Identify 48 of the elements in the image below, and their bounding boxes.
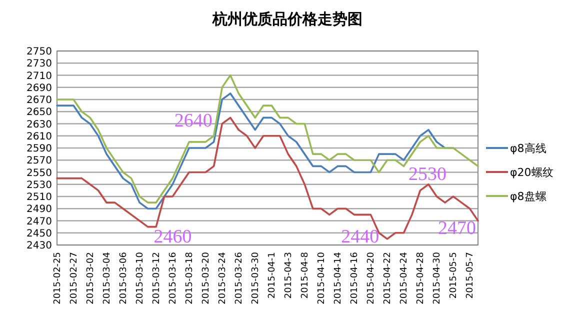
x-tick-label: 2015-04-30 <box>432 252 443 304</box>
y-tick-label: 2510 <box>26 192 52 203</box>
y-tick-label: 2630 <box>26 119 52 130</box>
y-tick-label: 2550 <box>26 168 52 179</box>
y-tick-label: 2650 <box>26 107 52 118</box>
x-tick-label: 2015-02-27 <box>70 252 80 304</box>
x-tick-label: 2015-03-18 <box>185 252 196 304</box>
x-tick-label: 2015-05-7 <box>466 252 476 299</box>
y-tick-label: 2470 <box>26 216 52 228</box>
y-tick-label: 2710 <box>26 70 52 82</box>
legend-label: φ20螺纹 <box>510 166 554 179</box>
x-tick-label: 2015-03-02 <box>86 252 96 304</box>
x-tick-label: 2015-03-04 <box>102 252 113 304</box>
y-tick-label: 2590 <box>26 144 52 154</box>
y-tick-label: 2670 <box>26 95 52 106</box>
x-tick-label: 2015-03-10 <box>136 252 146 304</box>
x-tick-label: 2015-04-10 <box>317 252 328 304</box>
x-tick-label: 2015-03-06 <box>119 252 130 304</box>
x-tick-label: 2015-03-20 <box>202 252 212 304</box>
y-tick-label: 2450 <box>26 228 52 240</box>
x-tick-label: 2015-03-16 <box>168 252 179 304</box>
x-tick-label: 2015-05-5 <box>449 252 460 299</box>
x-tick-label: 2015-03-24 <box>218 252 228 304</box>
x-tick-label: 2015-04-24 <box>400 252 410 304</box>
x-tick-label: 2015-03-30 <box>251 252 262 304</box>
x-tick-label: 2015-04-22 <box>383 252 394 304</box>
y-tick-label: 2430 <box>26 240 52 252</box>
y-tick-label: 2530 <box>26 180 52 191</box>
legend-label: φ8高线 <box>510 142 546 155</box>
y-tick-label: 2610 <box>26 131 52 142</box>
x-tick-label: 2015-04-3 <box>284 252 294 299</box>
x-tick-label: 2015-04-20 <box>366 252 377 304</box>
y-tick-label: 2690 <box>26 82 52 94</box>
x-tick-label: 2015-03-26 <box>234 252 245 304</box>
line-series <box>56 74 479 204</box>
x-tick-label: 2015-04-14 <box>334 252 344 304</box>
chart-title: 杭州优质品价格走势图 <box>212 10 362 28</box>
y-tick-label: 2750 <box>26 46 52 58</box>
y-tick-label: 2570 <box>26 156 52 167</box>
legend-label: φ8盘螺 <box>510 190 546 203</box>
x-tick-label: 2015-04-1 <box>268 252 278 299</box>
y-tick-label: 2490 <box>26 204 52 216</box>
x-tick-label: 2015-04-8 <box>300 252 311 299</box>
x-tick-label: 2015-04-28 <box>416 252 426 304</box>
x-tick-label: 2015-03-12 <box>152 252 162 304</box>
x-tick-label: 2015-02-25 <box>53 252 63 304</box>
y-tick-label: 2730 <box>26 58 52 70</box>
x-tick-label: 2015-04-16 <box>350 252 360 304</box>
